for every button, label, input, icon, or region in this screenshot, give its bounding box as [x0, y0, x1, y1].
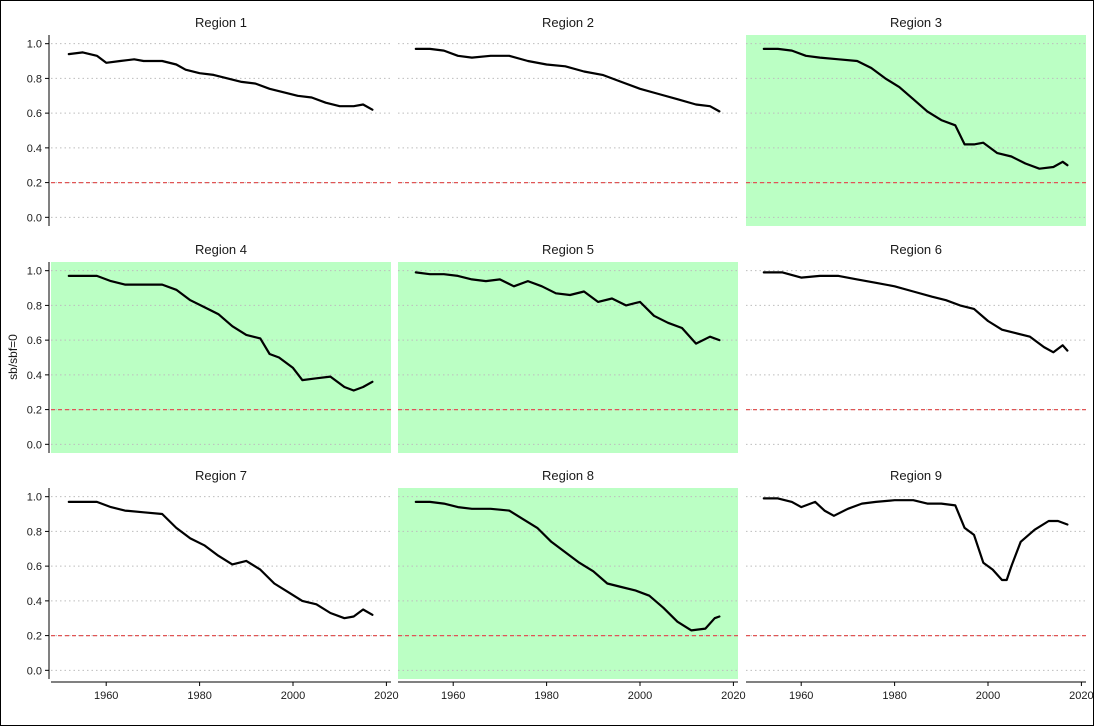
panel-highlight-background	[51, 262, 391, 453]
panel-title: Region 3	[890, 15, 942, 30]
y-tick-label: 0.0	[27, 212, 42, 224]
y-tick-label: 1.0	[27, 39, 42, 51]
y-tick-label: 0.2	[27, 631, 42, 643]
y-tick-label: 1.0	[27, 266, 42, 278]
x-tick-label: 2020	[721, 690, 745, 702]
y-tick-label: 0.2	[27, 405, 42, 417]
panel-title: Region 4	[195, 242, 247, 257]
x-tick-label: 2000	[976, 690, 1000, 702]
panel-highlight-background	[398, 488, 738, 679]
series-line	[67, 51, 374, 111]
y-tick-label: 0.8	[27, 300, 42, 312]
series-line	[762, 271, 1069, 354]
panel-title: Region 5	[542, 242, 594, 257]
panel-title: Region 6	[890, 242, 942, 257]
series-line	[414, 271, 721, 345]
x-tick-label: 1980	[187, 690, 211, 702]
x-tick-label: 1980	[882, 690, 906, 702]
x-tick-label: 1960	[789, 690, 813, 702]
y-tick-label: 0.0	[27, 439, 42, 451]
series-line	[414, 47, 721, 113]
y-tick-label: 0.0	[27, 665, 42, 677]
panel-title: Region 1	[195, 15, 247, 30]
y-tick-label: 0.6	[27, 561, 42, 573]
series-line	[414, 500, 721, 632]
panel-highlight-background	[746, 35, 1086, 226]
x-tick-label: 2000	[281, 690, 305, 702]
y-axis-title: sb/sbf=0	[6, 334, 20, 380]
y-tick-label: 1.0	[27, 492, 42, 504]
y-tick-label: 0.2	[27, 178, 42, 190]
x-tick-label: 1960	[94, 690, 118, 702]
y-tick-label: 0.6	[27, 108, 42, 120]
series-line	[762, 497, 1069, 582]
x-tick-label: 2020	[1069, 690, 1093, 702]
panel-title: Region 2	[542, 15, 594, 30]
panel-title: Region 8	[542, 468, 594, 483]
x-tick-label: 2020	[374, 690, 398, 702]
y-tick-label: 0.4	[27, 596, 42, 608]
panel-title: Region 9	[890, 468, 942, 483]
panel-highlight-background	[398, 262, 738, 453]
y-tick-label: 0.4	[27, 143, 42, 155]
x-tick-label: 1980	[534, 690, 558, 702]
series-line	[762, 47, 1069, 170]
panel-title: Region 7	[195, 468, 247, 483]
x-tick-label: 2000	[628, 690, 652, 702]
series-line	[67, 274, 374, 392]
y-tick-label: 0.8	[27, 526, 42, 538]
series-line	[67, 500, 374, 620]
y-tick-label: 0.8	[27, 73, 42, 85]
y-tick-label: 0.4	[27, 370, 42, 382]
x-tick-label: 1960	[441, 690, 465, 702]
y-tick-label: 0.6	[27, 335, 42, 347]
